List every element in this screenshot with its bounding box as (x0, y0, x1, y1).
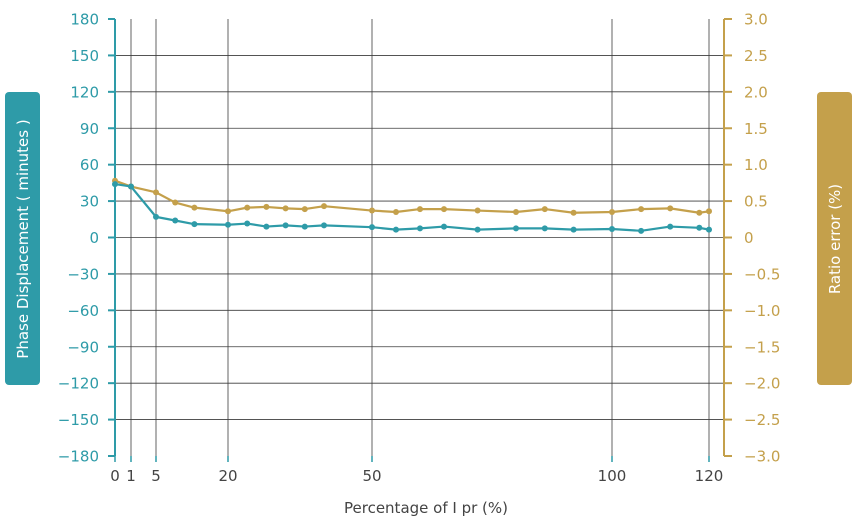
phase-data-point (667, 223, 674, 230)
x-tick-label: 0 (110, 467, 120, 485)
phase-data-point (172, 217, 179, 224)
phase-data-point (638, 227, 645, 234)
phase-data-point (112, 181, 118, 188)
phase-data-point (706, 226, 712, 233)
right-tick-label: 0 (744, 229, 754, 247)
ratio-data-point (393, 209, 399, 216)
ratio-data-point (172, 199, 179, 206)
ratio-data-point (696, 209, 703, 216)
x-tick-label: 120 (695, 467, 724, 485)
ratio-data-point (417, 206, 423, 213)
phase-data-point (301, 223, 308, 230)
left-tick-label: 0 (89, 229, 99, 247)
ratio-data-point (191, 204, 198, 211)
ratio-data-point (282, 205, 289, 212)
ratio-data-point (541, 206, 548, 213)
left-tick-label: −120 (58, 375, 99, 393)
right-axis-label: Ratio error (%) (825, 183, 844, 294)
phase-data-point (225, 221, 231, 228)
phase-data-point (191, 221, 198, 228)
left-axis-label: Phase Displacement ( minutes ) (13, 118, 32, 359)
left-tick-label: 180 (70, 11, 99, 29)
ratio-data-point (321, 203, 327, 210)
ratio-data-point (301, 206, 308, 213)
ratio-data-point (609, 209, 615, 216)
right-tick-label: 2.5 (744, 47, 768, 65)
phase-data-point (541, 225, 548, 232)
right-tick-label: −1.5 (744, 338, 780, 356)
right-tick-label: −2.5 (744, 411, 780, 429)
right-tick-label: 3.0 (744, 11, 768, 29)
ratio-data-point (369, 207, 375, 214)
ratio-data-point (667, 205, 674, 212)
x-axis-label: Percentage of I pr (%) (344, 499, 508, 517)
phase-data-point (263, 223, 270, 230)
ratio-data-point (441, 206, 447, 213)
phase-data-point (369, 224, 375, 231)
left-tick-label: −180 (58, 448, 99, 466)
phase-data-point (513, 225, 519, 232)
left-tick-label: 120 (70, 83, 99, 101)
phase-data-point (153, 213, 159, 220)
ratio-data-point (513, 209, 519, 216)
phase-data-point (609, 226, 615, 233)
x-tick-label: 1 (126, 467, 136, 485)
ratio-data-point (153, 189, 159, 196)
left-tick-label: −90 (67, 338, 99, 356)
right-tick-label: 1.5 (744, 120, 768, 138)
ratio-data-point (225, 208, 231, 215)
x-tick-label: 5 (151, 467, 161, 485)
phase-data-point (570, 226, 577, 233)
right-tick-label: −0.5 (744, 265, 780, 283)
ratio-data-point (263, 203, 270, 210)
ratio-series-line (114, 179, 710, 214)
phase-data-point (696, 224, 703, 231)
right-tick-label: −1.0 (744, 302, 780, 320)
phase-data-point (441, 223, 447, 230)
left-axis-label-box: Phase Displacement ( minutes ) (5, 92, 40, 385)
phase-data-point (321, 222, 327, 229)
ratio-data-point (474, 207, 481, 214)
left-tick-label: 150 (70, 47, 99, 65)
ratio-data-point (244, 204, 251, 211)
x-tick-label: 100 (598, 467, 627, 485)
x-tick-label: 50 (362, 467, 381, 485)
left-tick-label: 30 (80, 193, 99, 211)
phase-series-line (114, 183, 710, 232)
right-axis-label-box: Ratio error (%) (817, 92, 852, 385)
right-tick-label: −3.0 (744, 448, 780, 466)
ratio-data-point (638, 206, 645, 213)
phase-data-point (474, 226, 481, 233)
phase-data-point (128, 183, 134, 190)
right-tick-label: 1.0 (744, 156, 768, 174)
left-tick-label: −30 (67, 265, 99, 283)
phase-data-point (393, 226, 399, 233)
phase-data-point (282, 222, 289, 229)
left-tick-label: 90 (80, 120, 99, 138)
right-tick-label: −2.0 (744, 375, 780, 393)
phase-data-point (244, 220, 251, 227)
right-tick-label: 2.0 (744, 83, 768, 101)
phase-data-point (417, 225, 423, 232)
right-tick-label: 0.5 (744, 193, 768, 211)
x-tick-label: 20 (218, 467, 237, 485)
left-tick-label: −60 (67, 302, 99, 320)
ratio-data-point (706, 208, 712, 215)
left-tick-label: 60 (80, 156, 99, 174)
left-tick-label: −150 (58, 411, 99, 429)
ratio-data-point (570, 209, 577, 216)
